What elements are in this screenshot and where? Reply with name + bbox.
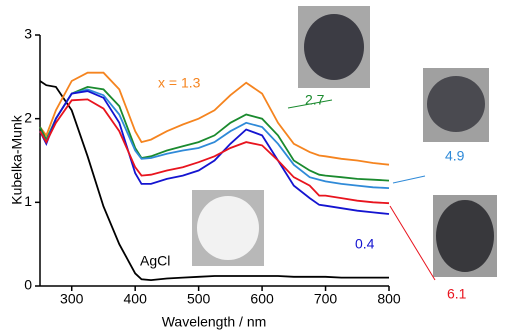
photo-sample bbox=[197, 196, 259, 260]
series-label: AgCl bbox=[140, 253, 170, 269]
x-tick-label: 800 bbox=[377, 291, 401, 307]
y-tick-label: 0 bbox=[24, 277, 32, 293]
y-axis-label: Kubelka-Munk bbox=[9, 114, 25, 204]
x-tick-label: 500 bbox=[187, 291, 211, 307]
x-axis-label: Wavelength / nm bbox=[162, 314, 267, 330]
series-label: 2.7 bbox=[305, 92, 325, 108]
series-line bbox=[39, 98, 390, 205]
leader-line bbox=[389, 205, 436, 281]
x-tick-label: 400 bbox=[124, 291, 148, 307]
photo-sample bbox=[427, 76, 485, 132]
y-tick-label: 1 bbox=[24, 193, 32, 209]
x-tick-label: 300 bbox=[60, 291, 84, 307]
photo-sample bbox=[304, 14, 364, 80]
y-tick-label: 2 bbox=[24, 109, 32, 125]
series-label: 6.1 bbox=[447, 286, 467, 302]
leader-line bbox=[287, 99, 333, 109]
series-line bbox=[39, 90, 390, 215]
photo-sample bbox=[436, 200, 494, 272]
sample-photos bbox=[192, 6, 497, 277]
x-tick-label: 700 bbox=[314, 291, 338, 307]
leader-line bbox=[392, 175, 426, 184]
series-label: 0.4 bbox=[355, 236, 375, 252]
series-line bbox=[39, 88, 390, 189]
series-label: x = 1.3 bbox=[158, 75, 201, 91]
y-tick-label: 3 bbox=[24, 26, 32, 42]
series-line bbox=[39, 85, 390, 182]
series-label: 4.9 bbox=[445, 148, 465, 164]
series-line bbox=[39, 71, 390, 166]
x-tick-label: 600 bbox=[250, 291, 274, 307]
series-line bbox=[39, 80, 389, 282]
